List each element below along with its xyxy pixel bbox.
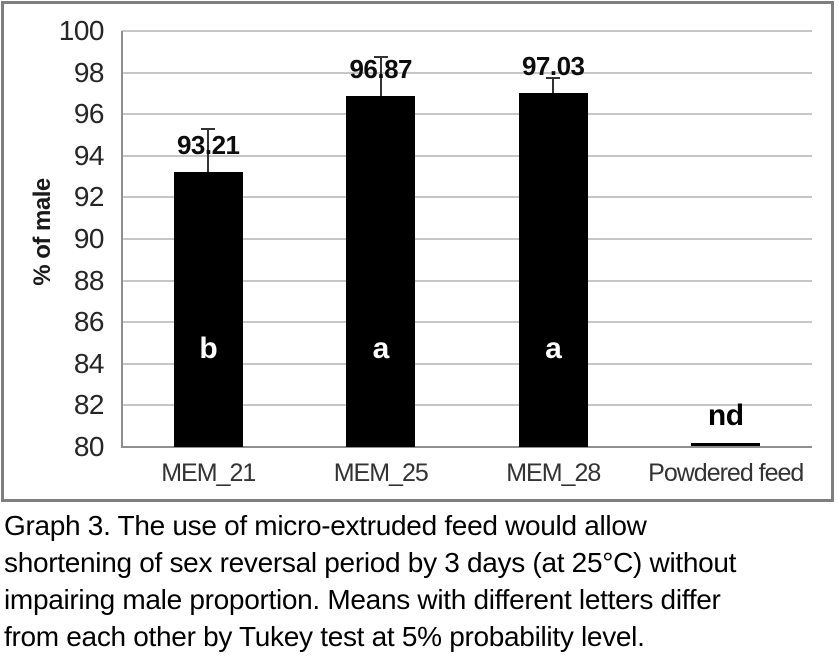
y-tick-label-84: 84 (73, 347, 105, 379)
gridline-100 (122, 30, 812, 32)
y-tick-label-90: 90 (73, 223, 105, 254)
gridline-82 (122, 404, 812, 407)
y-tick-label-82: 82 (73, 389, 105, 421)
error-bar-MEM_25 (379, 56, 382, 97)
error-bar-MEM_21 (207, 128, 210, 173)
gridline-94 (122, 154, 812, 157)
y-tick-label-92: 92 (73, 181, 105, 213)
error-bar-cap-MEM_21 (201, 127, 216, 130)
error-bar-cap-MEM_25 (373, 55, 388, 58)
caption-line-2: shortening of sex reversal period by 3 d… (4, 547, 737, 578)
gridline-86 (122, 321, 812, 324)
chart-frame (1, 1, 834, 502)
caption-line-3: impairing male proportion. Means with di… (4, 584, 721, 615)
gridline-88 (122, 279, 812, 282)
value-label-MEM_21: 93.21 (176, 130, 240, 161)
error-bar-MEM_28 (552, 78, 555, 93)
x-axis-line (122, 446, 812, 448)
y-axis-line (121, 31, 123, 448)
caption-line-1: Graph 3. The use of micro-extruded feed … (4, 510, 647, 541)
bar-MEM_25 (346, 96, 416, 447)
y-tick-label-86: 86 (73, 306, 105, 338)
significance-letter-MEM_25: a (372, 332, 390, 366)
no-data-marker-Powdered feed (691, 442, 761, 446)
y-tick-label-88: 88 (73, 264, 105, 296)
value-label-MEM_28: 97.03 (521, 50, 585, 81)
category-label-MEM_21: MEM_21 (161, 459, 256, 487)
category-label-Powdered feed: Powdered feed (648, 459, 804, 487)
bar-MEM_21 (173, 172, 243, 447)
gridline-98 (122, 71, 812, 74)
category-label-MEM_25: MEM_25 (333, 459, 429, 487)
value-label-MEM_25: 96.87 (349, 54, 413, 85)
gridline-90 (122, 238, 812, 240)
y-tick-label-80: 80 (73, 431, 105, 462)
gridline-96 (122, 113, 812, 116)
significance-letter-MEM_21: b (199, 332, 218, 366)
caption-line-4: from each other by Tukey test at 5% prob… (4, 621, 645, 652)
figure-caption: Graph 3. The use of micro-extruded feed … (4, 507, 836, 655)
significance-letter-Powdered feed: nd (707, 398, 744, 432)
y-tick-label-96: 96 (73, 98, 105, 130)
y-axis-title: % of male (29, 178, 56, 286)
gridline-84 (122, 362, 812, 365)
y-tick-label-100: 100 (58, 15, 105, 46)
significance-letter-MEM_28: a (545, 332, 562, 366)
error-bar-cap-MEM_28 (546, 77, 561, 80)
y-tick-label-94: 94 (73, 139, 105, 171)
y-tick-label-98: 98 (73, 56, 105, 88)
category-label-MEM_28: MEM_28 (506, 459, 601, 487)
gridline-92 (122, 196, 812, 199)
bar-MEM_28 (518, 92, 588, 447)
